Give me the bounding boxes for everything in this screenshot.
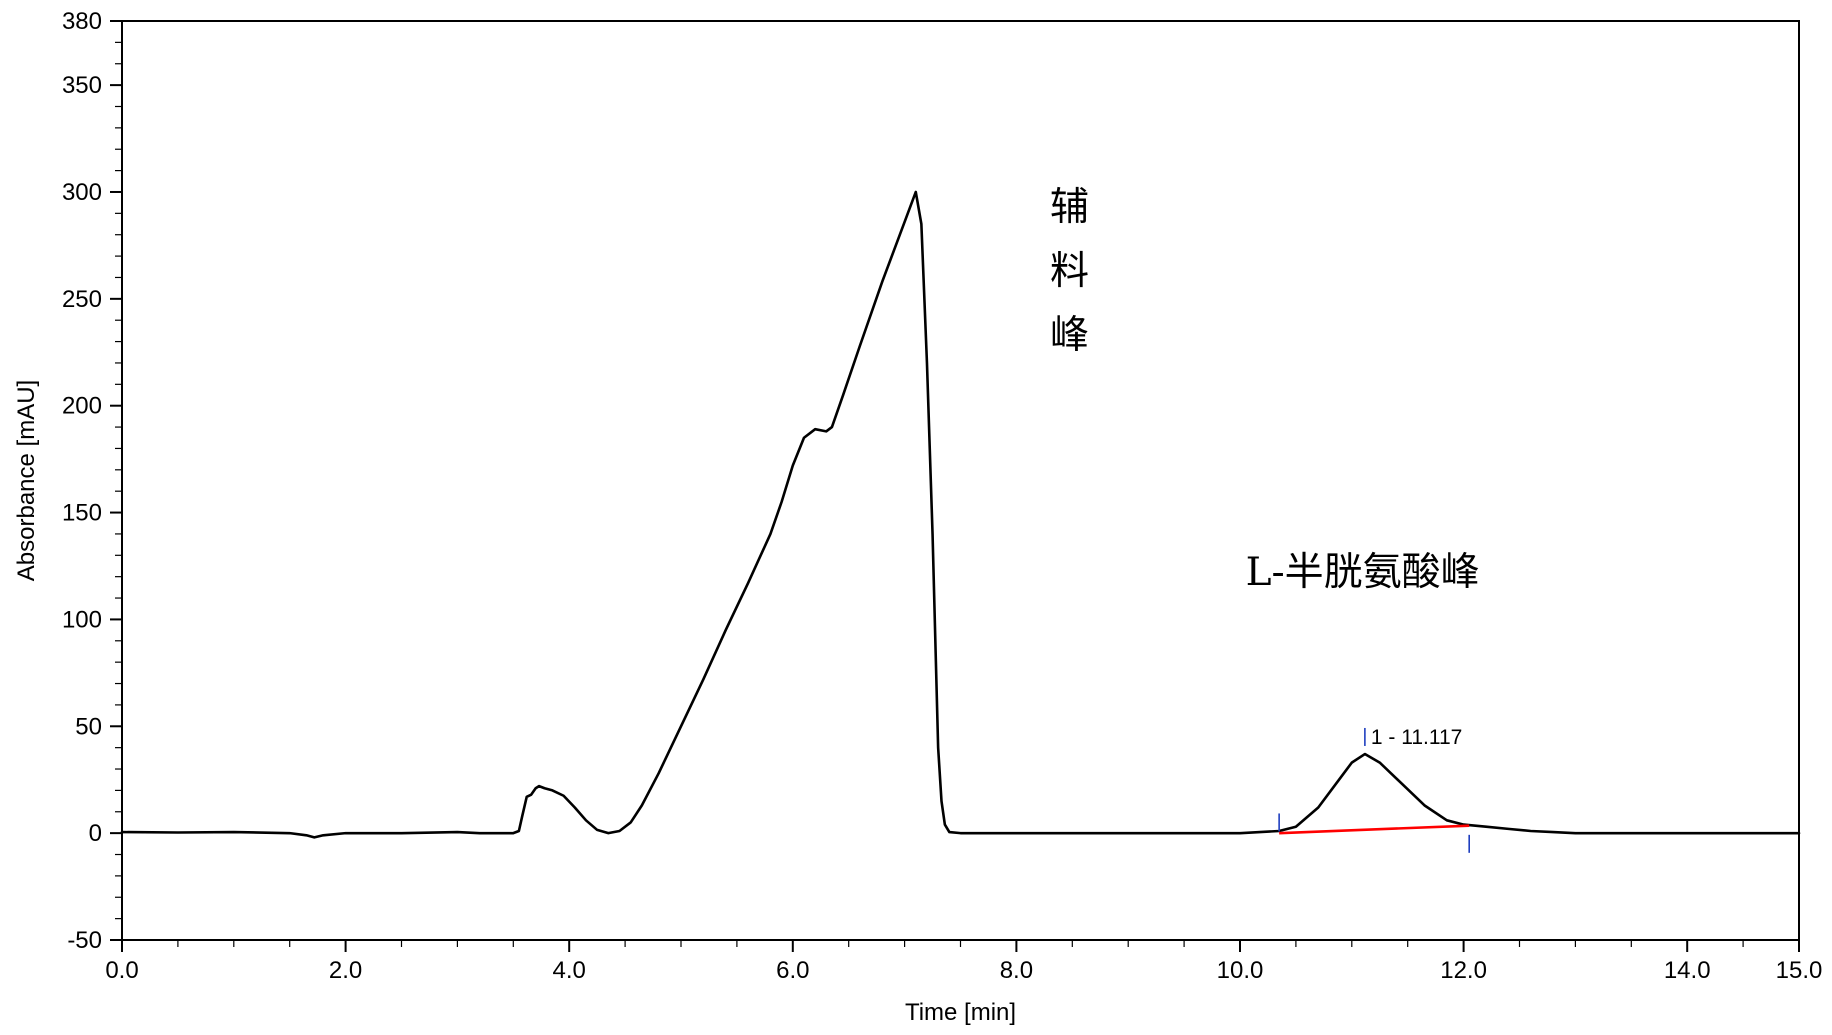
chart-labels: 0.0 2.0 4.0 6.0 8.0 10.0 12.0 14.0 15.0 -50 0 50 100…: [13, 8, 1822, 1026]
annotation-text: 峰: [1050, 313, 1089, 358]
x-tick-label: 10.0: [1217, 957, 1264, 984]
y-tick-label: 350: [62, 72, 102, 99]
plot-area: [110, 20, 1800, 952]
integration-baseline: [1279, 824, 1470, 835]
y-tick-label: 200: [62, 393, 102, 420]
x-tick-label: 15.0: [1776, 957, 1823, 984]
x-axis-label: Time [min]: [905, 999, 1016, 1026]
x-tick-label: 14.0: [1664, 957, 1711, 984]
annotation-text: 辅: [1050, 185, 1089, 230]
annotation-text: L-半胱氨酸峰: [1246, 550, 1480, 595]
chart-marks: [120, 190, 1801, 853]
y-tick-label: 250: [62, 286, 102, 313]
x-tick-label: 12.0: [1440, 957, 1487, 984]
peak-label: 1 - 11.117: [1371, 726, 1462, 749]
y-tick-label: -50: [67, 927, 102, 954]
y-tick-label: 100: [62, 606, 102, 633]
x-tick-label: 6.0: [776, 957, 809, 984]
chromatogram-trace: [120, 190, 1801, 839]
y-tick-label: 300: [62, 179, 102, 206]
y-tick-label: 380: [62, 8, 102, 35]
x-tick-label: 0.0: [105, 957, 138, 984]
x-tick-label: 2.0: [329, 957, 362, 984]
y-tick-label: 150: [62, 500, 102, 527]
y-tick-label: 50: [75, 713, 102, 740]
x-tick-label: 8.0: [1000, 957, 1033, 984]
y-tick-label: 0: [89, 820, 102, 847]
plot-frame: [121, 20, 1800, 941]
y-axis-label: Absorbance [mAU]: [13, 380, 40, 581]
x-tick-label: 4.0: [553, 957, 586, 984]
annotation-text: 料: [1050, 249, 1089, 294]
